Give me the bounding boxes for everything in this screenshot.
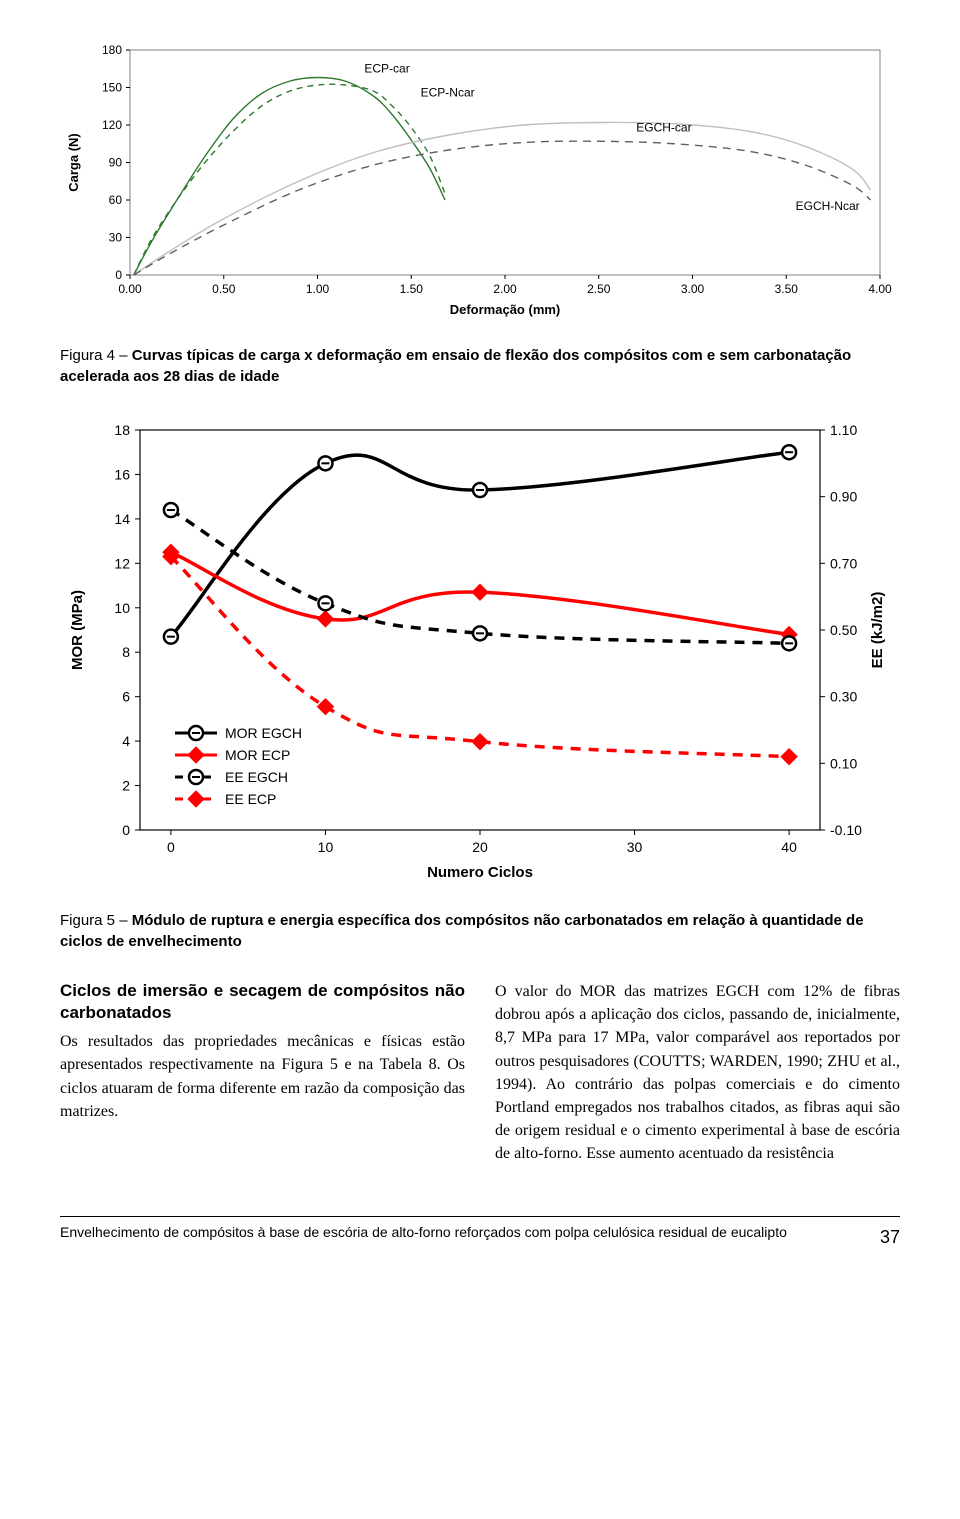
column-right: O valor do MOR das matrizes EGCH com 12%… [495, 980, 900, 1166]
svg-text:30: 30 [627, 839, 643, 855]
svg-text:Numero Ciclos: Numero Ciclos [427, 864, 533, 881]
svg-text:4.00: 4.00 [868, 282, 892, 296]
svg-text:ECP-Ncar: ECP-Ncar [421, 85, 475, 99]
page-footer: Envelhecimento de compósitos à base de e… [60, 1216, 900, 1248]
svg-text:14: 14 [114, 511, 130, 527]
svg-text:-0.10: -0.10 [830, 822, 862, 838]
svg-text:120: 120 [102, 118, 122, 132]
body-columns: Ciclos de imersão e secagem de compósito… [60, 980, 900, 1166]
chart1-container: 0 30 60 90 120 150 180 0.00 0.50 1.00 1.50 2.00 2.50… [60, 40, 900, 325]
svg-text:2.00: 2.00 [493, 282, 517, 296]
caption4-prefix: Figura 4 – [60, 347, 132, 364]
svg-text:0.50: 0.50 [212, 282, 236, 296]
svg-text:3.50: 3.50 [775, 282, 799, 296]
svg-text:0.90: 0.90 [830, 489, 857, 505]
svg-text:0.70: 0.70 [830, 555, 857, 571]
svg-text:MOR (MPa): MOR (MPa) [69, 590, 86, 670]
caption5-prefix: Figura 5 – [60, 912, 132, 929]
svg-text:EE ECP: EE ECP [225, 791, 276, 807]
svg-text:30: 30 [109, 231, 123, 245]
footer-text: Envelhecimento de compósitos à base de e… [60, 1223, 880, 1241]
svg-text:MOR ECP: MOR ECP [225, 747, 290, 763]
svg-text:EE (kJ/m2): EE (kJ/m2) [869, 592, 886, 669]
svg-text:ECP-car: ECP-car [364, 62, 409, 76]
col1-text: Os resultados das propriedades mecânicas… [60, 1030, 465, 1123]
svg-text:0.50: 0.50 [830, 622, 857, 638]
svg-text:2: 2 [122, 778, 130, 794]
svg-text:0: 0 [122, 822, 130, 838]
svg-text:1.50: 1.50 [400, 282, 424, 296]
chart2: 0 2 4 6 8 10 12 14 16 18 -0.10 0.10 0.30 0.50 0.70 0.90… [60, 415, 900, 885]
svg-text:2.50: 2.50 [587, 282, 611, 296]
caption5-bold: Módulo de ruptura e energia específica d… [60, 912, 864, 950]
svg-text:12: 12 [114, 555, 130, 571]
svg-text:EGCH-car: EGCH-car [636, 120, 691, 134]
svg-text:1.00: 1.00 [306, 282, 330, 296]
svg-text:0.10: 0.10 [830, 755, 857, 771]
chart1: 0 30 60 90 120 150 180 0.00 0.50 1.00 1.50 2.00 2.50… [60, 40, 900, 320]
caption-figura-4: Figura 4 – Curvas típicas de carga x def… [60, 345, 900, 387]
svg-text:20: 20 [472, 839, 488, 855]
svg-text:40: 40 [781, 839, 797, 855]
svg-text:4: 4 [122, 733, 130, 749]
chart2-container: 0 2 4 6 8 10 12 14 16 18 -0.10 0.10 0.30 0.50 0.70 0.90… [60, 415, 900, 890]
caption-figura-5: Figura 5 – Módulo de ruptura e energia e… [60, 910, 900, 952]
svg-text:EGCH-Ncar: EGCH-Ncar [796, 199, 860, 213]
svg-text:Deformação (mm): Deformação (mm) [450, 302, 561, 317]
svg-text:8: 8 [122, 644, 130, 660]
svg-text:18: 18 [114, 422, 130, 438]
svg-text:90: 90 [109, 156, 123, 170]
svg-text:EE EGCH: EE EGCH [225, 769, 288, 785]
svg-text:MOR EGCH: MOR EGCH [225, 725, 302, 741]
svg-text:0.00: 0.00 [118, 282, 142, 296]
svg-text:180: 180 [102, 43, 122, 57]
svg-text:6: 6 [122, 689, 130, 705]
svg-text:3.00: 3.00 [681, 282, 705, 296]
svg-text:16: 16 [114, 466, 130, 482]
subheading: Ciclos de imersão e secagem de compósito… [60, 980, 465, 1024]
column-left: Ciclos de imersão e secagem de compósito… [60, 980, 465, 1166]
svg-text:0.30: 0.30 [830, 689, 857, 705]
svg-text:0: 0 [167, 839, 175, 855]
svg-text:60: 60 [109, 193, 123, 207]
caption4-bold: Curvas típicas de carga x deformação em … [60, 347, 851, 385]
svg-text:10: 10 [114, 600, 130, 616]
col2-text: O valor do MOR das matrizes EGCH com 12%… [495, 980, 900, 1166]
page-number: 37 [880, 1223, 900, 1248]
svg-text:0: 0 [115, 268, 122, 282]
svg-text:Carga (N): Carga (N) [66, 133, 81, 192]
svg-text:1.10: 1.10 [830, 422, 857, 438]
svg-text:10: 10 [318, 839, 334, 855]
svg-text:150: 150 [102, 81, 122, 95]
